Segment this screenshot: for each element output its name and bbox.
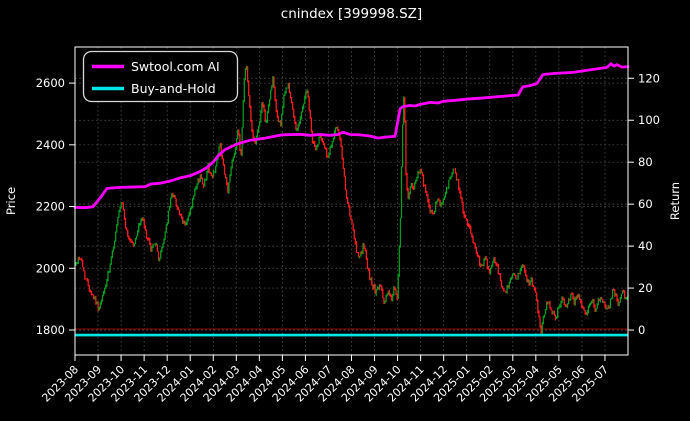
- return-tick-label: 20: [638, 281, 653, 295]
- price-tick-label: 2600: [36, 76, 65, 90]
- return-tick-label: 80: [638, 155, 653, 169]
- ai-return-line: [73, 62, 630, 210]
- return-tick-label: 60: [638, 197, 653, 211]
- price-tick-label: 2000: [36, 261, 65, 275]
- return-tick-label: 120: [638, 71, 660, 85]
- price-tick-label: 2400: [36, 138, 65, 152]
- chart-title: cnindex [399998.SZ]: [281, 6, 422, 22]
- price-tick-label: 1800: [36, 323, 65, 337]
- return-tick-label: 0: [638, 323, 645, 337]
- legend-label: Buy-and-Hold: [131, 81, 216, 96]
- return-tick-label: 40: [638, 239, 653, 253]
- price-tick-label: 2200: [36, 200, 65, 214]
- legend-label: Swtool.com AI: [131, 59, 220, 74]
- return-tick-label: 100: [638, 113, 660, 127]
- price-axis-title: Price: [4, 187, 18, 215]
- return-axis-title: Return: [668, 182, 682, 220]
